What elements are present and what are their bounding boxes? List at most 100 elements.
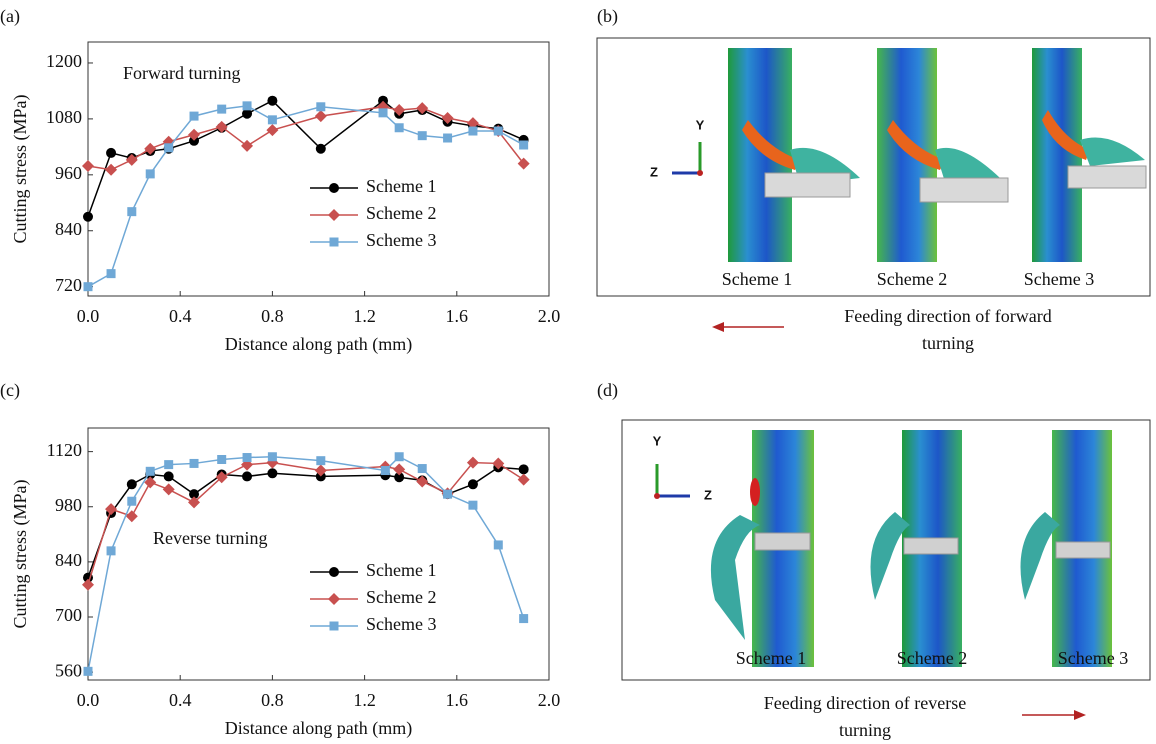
- marker: [83, 211, 93, 222]
- y-tick-label: 840: [55, 550, 82, 570]
- x-axis-title: Distance along path (mm): [225, 718, 412, 739]
- y-tick-label: 840: [55, 219, 82, 239]
- marker: [163, 471, 174, 482]
- y-tick-label: 1120: [47, 440, 82, 460]
- marker: [106, 269, 116, 279]
- marker: [468, 500, 478, 510]
- legend-marker: [329, 183, 339, 193]
- y-tick-label: 720: [55, 275, 82, 295]
- marker: [105, 503, 118, 516]
- marker: [519, 614, 529, 624]
- marker: [217, 104, 227, 114]
- marker: [162, 483, 175, 496]
- legend-marker: [328, 209, 340, 221]
- marker: [416, 102, 429, 115]
- marker: [189, 111, 199, 121]
- legend-label: Scheme 1: [366, 176, 436, 196]
- simulation-image: [672, 48, 1147, 262]
- marker: [466, 117, 479, 130]
- panel-frame: [596, 37, 1151, 297]
- panel-label: (a): [0, 6, 20, 27]
- x-tick-label: 1.6: [446, 306, 469, 326]
- legend-label: Scheme 3: [366, 230, 436, 250]
- marker: [125, 510, 138, 523]
- marker: [493, 126, 503, 136]
- line: [87, 106, 525, 171]
- marker: [314, 464, 327, 477]
- marker: [443, 489, 453, 499]
- marker: [164, 460, 174, 470]
- marker: [467, 479, 478, 490]
- y-tick-label: 1080: [46, 107, 82, 127]
- panel-label: (b): [597, 6, 618, 27]
- axis-letter: Y: [653, 433, 662, 448]
- marker: [416, 475, 429, 488]
- marker: [518, 464, 529, 475]
- legend-marker: [328, 593, 340, 605]
- marker: [241, 139, 254, 152]
- marker: [144, 142, 157, 155]
- x-tick-label: 0.8: [261, 690, 284, 710]
- marker: [267, 115, 277, 125]
- marker: [519, 140, 529, 150]
- x-tick-label: 0.8: [261, 306, 284, 326]
- marker: [267, 452, 277, 462]
- marker: [105, 163, 118, 176]
- x-tick-label: 1.2: [353, 306, 376, 326]
- scheme-label: Scheme 1: [736, 648, 806, 668]
- marker: [266, 124, 279, 137]
- marker: [189, 135, 200, 146]
- marker: [127, 207, 137, 217]
- marker: [378, 95, 389, 106]
- marker: [468, 126, 478, 136]
- x-tick-label: 2.0: [538, 306, 561, 326]
- scheme-label: Scheme 1: [722, 269, 792, 289]
- marker: [517, 473, 530, 486]
- marker: [242, 471, 253, 482]
- marker: [492, 457, 505, 470]
- marker: [242, 101, 252, 111]
- plot-frame: [87, 427, 550, 681]
- x-tick-label: 0.0: [77, 690, 100, 710]
- marker: [466, 456, 479, 469]
- marker: [380, 466, 390, 476]
- marker: [189, 458, 199, 468]
- annotation: Reverse turning: [153, 528, 267, 548]
- marker: [394, 472, 405, 483]
- marker: [82, 159, 94, 172]
- legend-marker: [329, 621, 339, 631]
- feed-arrow: [1022, 710, 1086, 720]
- scheme-label: Scheme 3: [1058, 648, 1128, 668]
- x-axis-title: Distance along path (mm): [225, 334, 412, 355]
- marker: [417, 131, 427, 141]
- panel-label: (c): [0, 380, 20, 401]
- annotation: Forward turning: [123, 63, 240, 83]
- x-tick-label: 0.0: [77, 306, 100, 326]
- caption: Feeding direction of forward: [844, 306, 1051, 326]
- x-tick-label: 2.0: [538, 690, 561, 710]
- line: [87, 455, 525, 672]
- marker: [493, 540, 503, 550]
- marker: [144, 476, 157, 489]
- legend-marker: [329, 567, 339, 577]
- line: [87, 99, 524, 218]
- y-axis-title: Cutting stress (MPa): [10, 479, 31, 628]
- marker: [215, 120, 228, 133]
- marker: [267, 468, 278, 479]
- marker: [316, 102, 326, 112]
- x-tick-label: 0.4: [169, 690, 192, 710]
- y-tick-label: 700: [55, 605, 82, 625]
- marker: [126, 479, 137, 490]
- feed-arrow: [712, 322, 784, 332]
- marker: [393, 104, 406, 117]
- marker: [145, 466, 155, 476]
- legend-label: Scheme 2: [366, 587, 436, 607]
- legend-label: Scheme 1: [366, 560, 436, 580]
- marker: [164, 143, 174, 153]
- caption: turning: [839, 720, 891, 740]
- marker: [393, 463, 406, 476]
- y-axis-title: Cutting stress (MPa): [10, 94, 31, 243]
- marker: [83, 666, 93, 676]
- marker: [83, 282, 93, 292]
